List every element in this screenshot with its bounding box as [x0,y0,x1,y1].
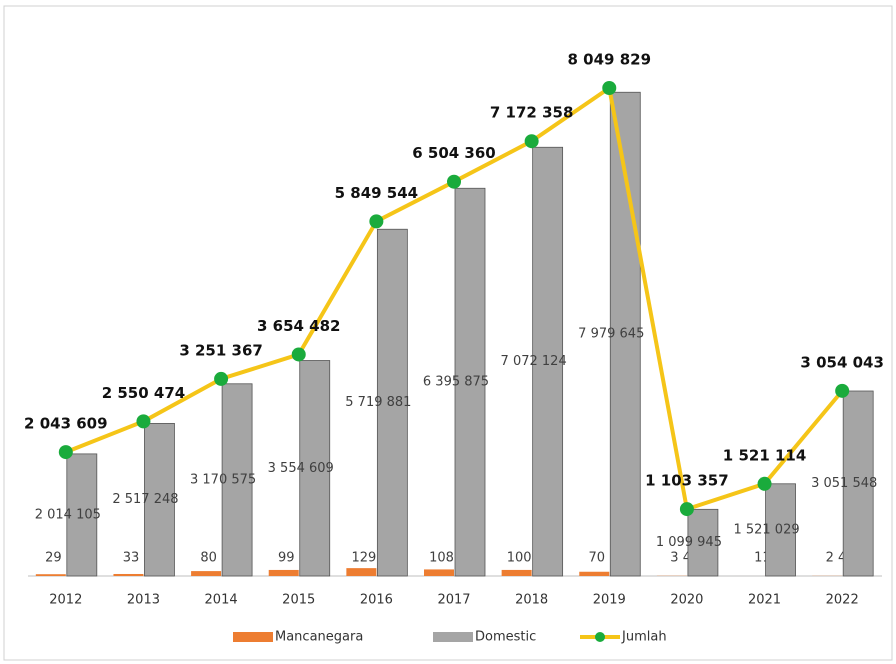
data-label: 3 251 367 [179,341,263,359]
data-label: 1 521 029 [733,522,799,537]
x-tick-label: 2013 [127,593,160,608]
legend-label: Jumlah [621,630,667,645]
data-label: 1 103 357 [645,472,729,490]
point [59,445,73,459]
point [214,372,228,386]
data-label: 3 654 482 [257,317,341,335]
bar [269,570,299,576]
data-label: 2 043 609 [24,415,108,433]
legend-label: Domestic [475,630,536,645]
point [758,477,772,491]
data-label: 2 014 105 [35,507,101,522]
data-label: 3 554 609 [268,461,334,476]
point [835,384,849,398]
x-tick-label: 2017 [437,593,470,608]
x-tick-label: 2021 [748,593,781,608]
data-label: 6 395 875 [423,375,489,390]
x-tick-label: 2020 [670,593,703,608]
bar [502,570,532,576]
x-tick-label: 2015 [282,593,315,608]
x-tick-label: 2014 [205,593,238,608]
data-label: 1 099 945 [656,535,722,550]
bar [113,574,143,576]
data-label: 7 979 645 [578,327,644,342]
data-label: 3 170 575 [190,472,256,487]
legend-swatch [433,632,473,642]
data-label: 5 719 881 [345,395,411,410]
data-label: 1 521 114 [723,446,807,464]
x-tick-label: 2016 [360,593,393,608]
point [525,134,539,148]
x-tick-label: 2022 [826,593,859,608]
data-label: 8 049 829 [568,51,652,69]
data-label: 2 517 248 [112,492,178,507]
bar [346,568,376,576]
x-tick-label: 2012 [49,593,82,608]
data-label: 5 849 544 [335,184,419,202]
point [136,414,150,428]
chart: 2012 2013 2014 2015 2016 2017 2018 2019 2020 2021… [0,0,896,664]
data-label: 2 550 474 [102,384,186,402]
data-label: 3 054 043 [800,353,884,371]
legend-swatch [233,632,273,642]
bar [424,569,454,576]
data-label: 7 072 124 [501,354,567,369]
x-tick-label: 2019 [593,593,626,608]
point [680,502,694,516]
bar [36,574,66,576]
data-label: 6 504 360 [412,144,496,162]
bar [579,572,609,576]
data-label: 7 172 358 [490,104,574,122]
legend-marker [595,632,605,642]
point [447,175,461,189]
legend-label: Mancanegara [275,630,363,645]
point [292,347,306,361]
bar [191,571,221,576]
point [602,81,616,95]
point [369,214,383,228]
x-tick-label: 2018 [515,593,548,608]
data-label: 3 051 548 [811,476,877,491]
